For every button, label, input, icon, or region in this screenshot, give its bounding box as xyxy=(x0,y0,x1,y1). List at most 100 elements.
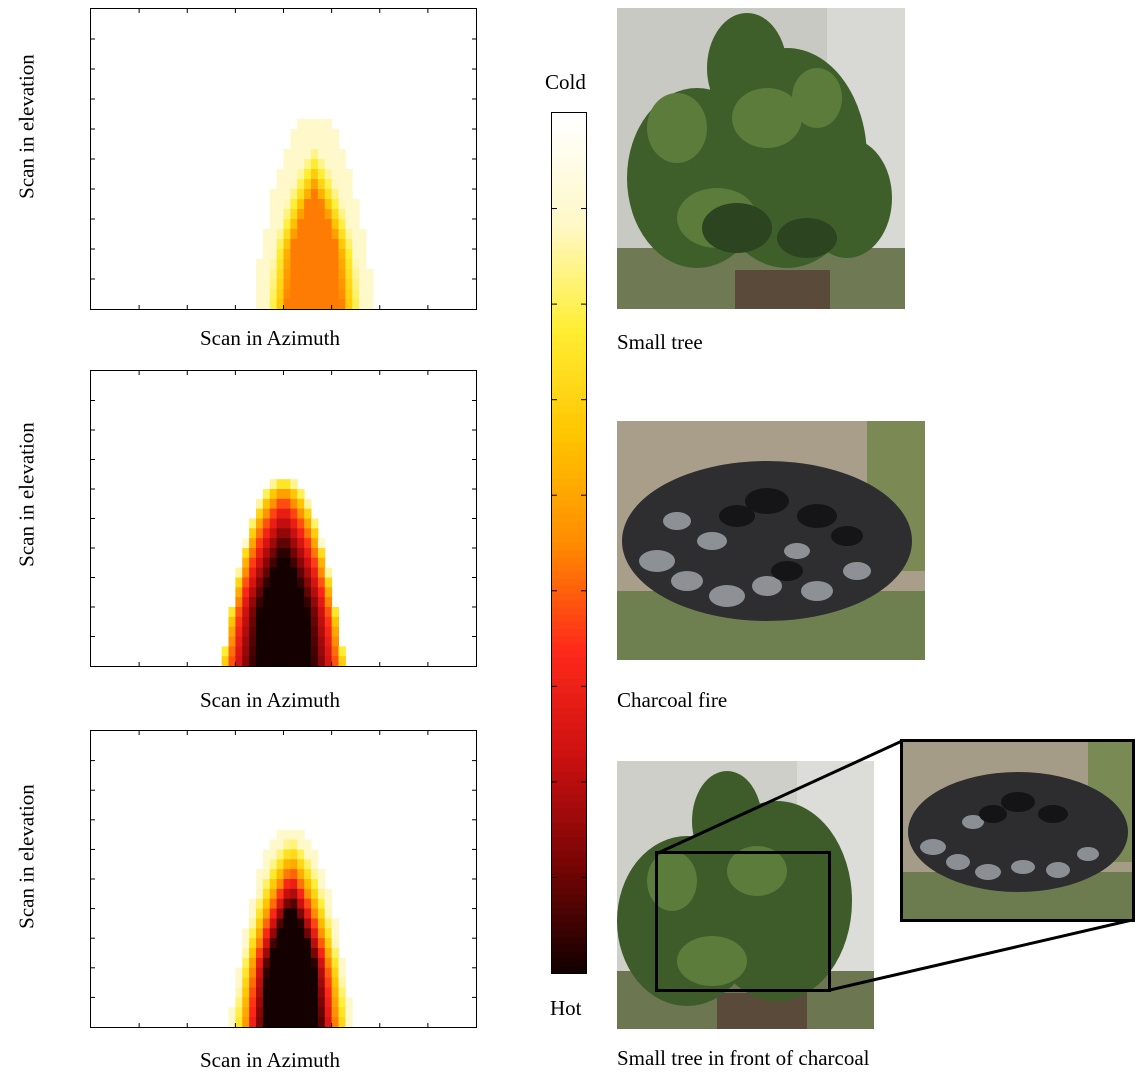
heatmap-cell xyxy=(304,888,312,900)
heatmap-cell xyxy=(338,259,346,270)
heatmap-cell xyxy=(283,918,291,929)
heatmap-cell xyxy=(304,518,312,529)
heatmap-cell xyxy=(304,169,312,180)
heatmap-cell xyxy=(331,229,340,240)
heatmap-cell xyxy=(249,557,257,569)
heatmap-cell xyxy=(256,548,264,559)
heatmap-cell xyxy=(283,997,291,1008)
colorbar-segment xyxy=(552,320,586,329)
heatmap-cell xyxy=(338,977,346,989)
colorbar-segment xyxy=(552,951,586,960)
heatmap-cell xyxy=(304,948,312,959)
heatmap-cell xyxy=(331,289,340,300)
heatmap-cell xyxy=(311,997,319,1008)
heatmap-cell xyxy=(242,1007,250,1018)
heatmap-cell xyxy=(317,888,326,900)
colorbar-segment xyxy=(552,306,586,315)
heatmap-cell xyxy=(256,967,264,979)
heatmap-cell xyxy=(283,249,291,260)
heatmap-cell xyxy=(297,977,305,989)
heatmap-cell xyxy=(269,199,278,210)
heatmap-cell xyxy=(338,219,346,230)
heatmap-cell xyxy=(262,567,271,578)
heatmap-cell xyxy=(338,957,346,969)
heatmap-cell xyxy=(249,646,257,657)
heatmap-cell xyxy=(352,289,360,300)
heatmap-cell xyxy=(317,219,326,230)
colorbar-segment xyxy=(552,457,586,465)
heatmap-cell xyxy=(345,279,353,290)
heatmap-cell xyxy=(345,1007,353,1018)
heatmap-cell xyxy=(242,587,250,598)
heatmap-plot-charcoal-fire xyxy=(90,370,477,667)
heatmap-cell xyxy=(311,977,319,989)
heatmap-cell xyxy=(283,518,291,529)
colorbar-segment xyxy=(552,650,586,659)
heatmap-cell xyxy=(324,239,333,250)
heatmap-cell xyxy=(297,987,305,998)
colorbar-segment xyxy=(552,449,586,458)
heatmap-cell xyxy=(338,289,346,300)
heatmap-cell xyxy=(262,577,271,588)
heatmap-cell xyxy=(290,849,298,860)
heatmap-cell xyxy=(331,189,340,200)
colorbar-segment xyxy=(552,600,586,609)
colorbar-segment xyxy=(552,313,586,322)
heatmap-cell xyxy=(276,299,285,309)
heatmap-cell xyxy=(304,139,312,150)
colorbar-segment xyxy=(552,930,586,938)
heatmap-cell xyxy=(283,528,291,539)
heatmap-cell xyxy=(290,607,298,618)
heatmap-cell xyxy=(331,938,340,949)
heatmap-cell xyxy=(317,229,326,240)
charcoal-image xyxy=(617,421,925,660)
heatmap-cell xyxy=(317,538,326,549)
heatmap-cell xyxy=(297,489,305,500)
heatmap-cell xyxy=(276,829,285,841)
heatmap-cell xyxy=(283,829,291,841)
heatmap-cell xyxy=(359,239,367,250)
heatmap-cell xyxy=(324,977,333,989)
heatmap-cell xyxy=(331,279,340,290)
heatmap-cell xyxy=(324,928,333,939)
heatmap-cell xyxy=(269,269,278,280)
colorbar-segment xyxy=(552,385,586,394)
heatmap-cell xyxy=(283,869,291,880)
heatmap-cell xyxy=(242,616,250,628)
heatmap-cell xyxy=(304,548,312,559)
heatmap-cell xyxy=(262,597,271,608)
heatmap-cell xyxy=(345,179,353,190)
zoom-inset-charcoal xyxy=(900,739,1135,922)
heatmap-cell xyxy=(276,269,285,280)
heatmap-cell xyxy=(324,259,333,270)
heatmap-cell xyxy=(338,179,346,190)
zoom-region-box xyxy=(655,851,831,992)
heatmap-cell xyxy=(283,616,291,628)
heatmap-cell xyxy=(269,977,278,989)
heatmap-cell xyxy=(249,1007,257,1018)
heatmap-cell xyxy=(297,997,305,1008)
heatmap-cell xyxy=(242,577,250,588)
heatmap-cell xyxy=(262,908,271,919)
colorbar-segment xyxy=(552,743,586,752)
x-axis-label-3: Scan in Azimuth xyxy=(200,1048,340,1072)
heatmap-cell xyxy=(269,289,278,300)
heatmap-cell xyxy=(317,299,326,309)
heatmap-cell xyxy=(290,888,298,900)
heatmap-cell xyxy=(304,879,312,890)
heatmap-cell xyxy=(269,908,278,919)
heatmap-cell xyxy=(324,149,333,160)
heatmap-cell xyxy=(311,918,319,929)
heatmap-cell xyxy=(283,498,291,510)
colorbar-segment xyxy=(552,543,586,551)
heatmap-cell xyxy=(324,908,333,919)
heatmap-cell xyxy=(317,557,326,569)
heatmap-cell xyxy=(311,538,319,549)
heatmap-cell xyxy=(256,898,264,910)
heatmap-cell xyxy=(235,616,243,628)
heatmap-cell xyxy=(297,888,305,900)
heatmap-cell xyxy=(235,567,243,578)
heatmap-cell xyxy=(276,646,285,657)
heatmap-cell xyxy=(249,636,257,647)
